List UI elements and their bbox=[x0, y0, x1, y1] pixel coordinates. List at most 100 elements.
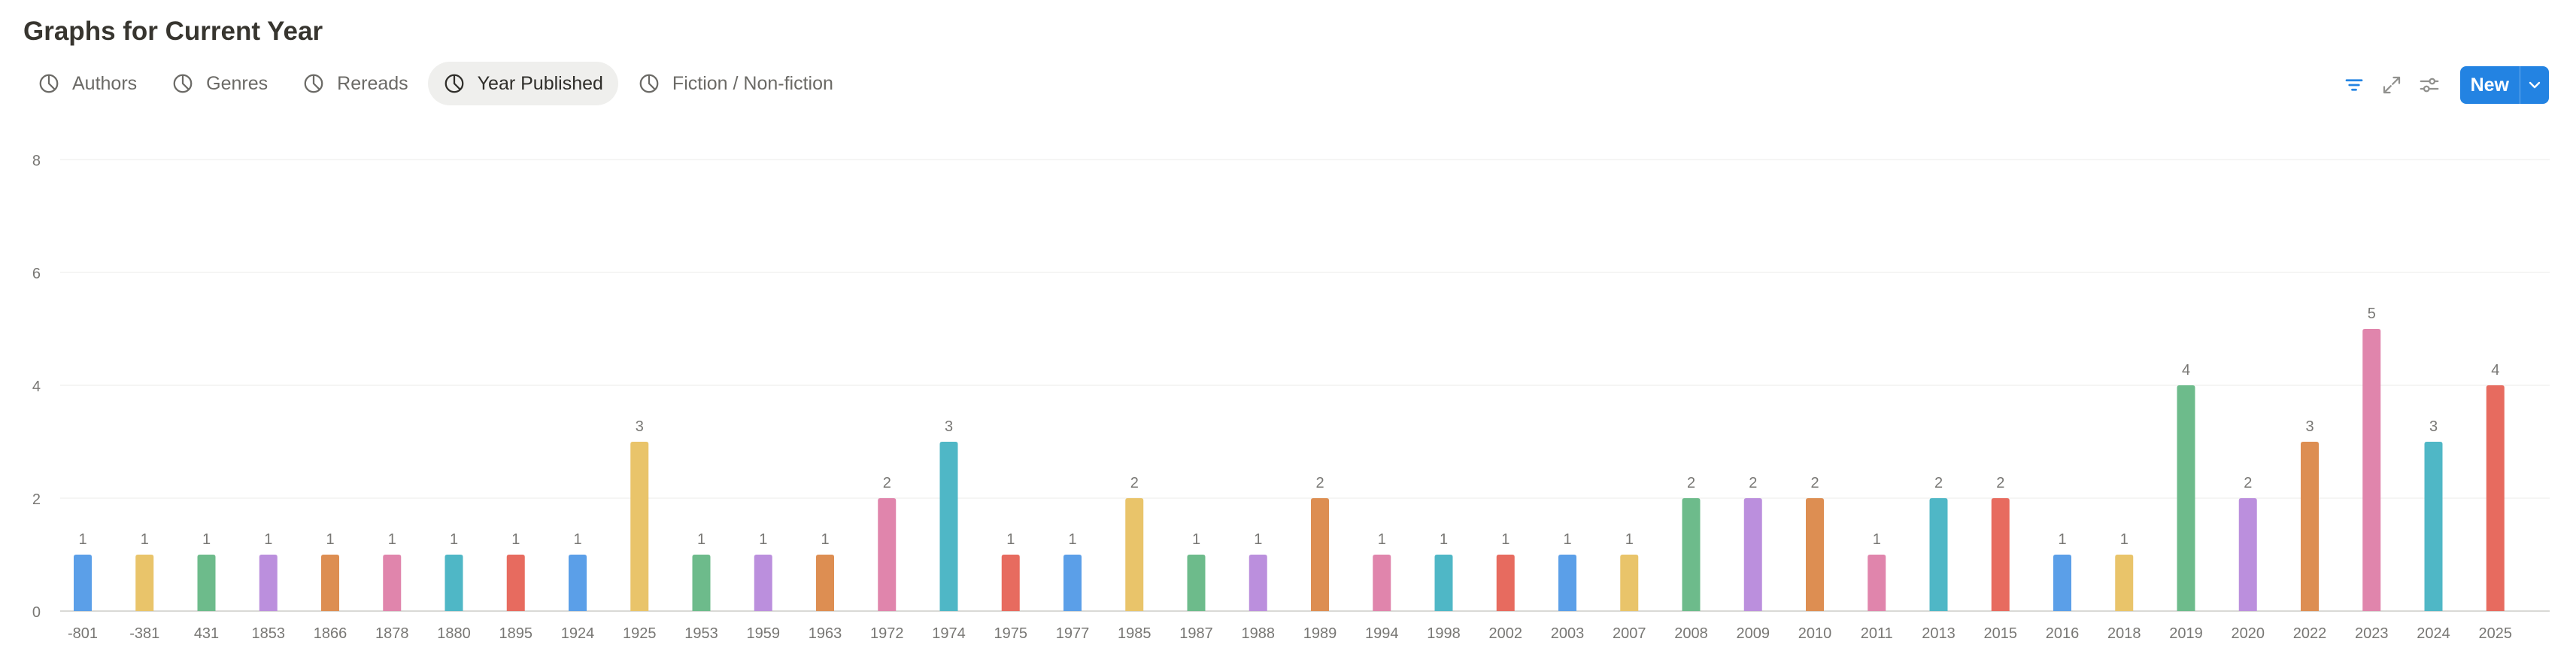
y-tick-label: 2 bbox=[32, 491, 41, 508]
data-label: 3 bbox=[2305, 418, 2314, 435]
x-tick-label: 2011 bbox=[1861, 625, 1893, 642]
bar bbox=[1001, 555, 1020, 611]
data-label: 2 bbox=[1810, 475, 1819, 491]
x-tick-label: 1975 bbox=[994, 625, 1028, 642]
data-label: 1 bbox=[2120, 531, 2128, 548]
bar bbox=[1187, 555, 1206, 611]
data-label: 1 bbox=[78, 531, 86, 548]
tab-label: Rereads bbox=[337, 72, 408, 94]
x-tick-label: 2018 bbox=[2107, 625, 2141, 642]
data-label: 1 bbox=[388, 531, 396, 548]
x-tick-label: 1953 bbox=[684, 625, 718, 642]
x-tick-label: 2015 bbox=[1984, 625, 2018, 642]
bar bbox=[321, 555, 339, 611]
data-label: 1 bbox=[1068, 531, 1076, 548]
x-tick-label: 2019 bbox=[2169, 625, 2203, 642]
x-tick-label: 2024 bbox=[2417, 625, 2450, 642]
bar bbox=[2053, 555, 2071, 611]
new-button[interactable]: New bbox=[2470, 75, 2509, 96]
x-tick-label: 1977 bbox=[1056, 625, 1090, 642]
x-tick-label: 1853 bbox=[252, 625, 286, 642]
page-title: Graphs for Current Year bbox=[23, 17, 323, 46]
bar bbox=[1434, 555, 1453, 611]
data-label: 2 bbox=[1315, 475, 1324, 491]
tab-year-published[interactable]: Year Published bbox=[427, 62, 618, 105]
x-tick-label: 2013 bbox=[1922, 625, 1956, 642]
x-tick-label: 1998 bbox=[1427, 625, 1461, 642]
sliders-icon[interactable] bbox=[2418, 74, 2441, 96]
data-label: 1 bbox=[1378, 531, 1386, 548]
y-tick-label: 0 bbox=[32, 604, 41, 621]
data-label: 2 bbox=[1687, 475, 1695, 491]
x-tick-label: -381 bbox=[129, 625, 159, 642]
bar bbox=[2238, 498, 2257, 611]
data-label: 1 bbox=[1440, 531, 1448, 548]
tab-fiction-non-fiction[interactable]: Fiction / Non-fiction bbox=[623, 62, 848, 105]
x-tick-label: 1987 bbox=[1179, 625, 1213, 642]
x-tick-label: 2003 bbox=[1551, 625, 1585, 642]
data-label: 1 bbox=[1625, 531, 1634, 548]
bar bbox=[2362, 329, 2381, 611]
bar bbox=[445, 555, 463, 611]
bar bbox=[1249, 555, 1267, 611]
x-tick-label: 2007 bbox=[1613, 625, 1646, 642]
data-label: 1 bbox=[697, 531, 705, 548]
x-tick-label: 1974 bbox=[932, 625, 966, 642]
pie-chart-icon bbox=[638, 72, 660, 95]
data-label: 1 bbox=[1254, 531, 1262, 548]
pie-chart-icon bbox=[302, 72, 325, 95]
data-label: 1 bbox=[1563, 531, 1571, 548]
pie-chart-icon bbox=[171, 72, 194, 95]
bar bbox=[816, 555, 834, 611]
bar bbox=[1682, 498, 1701, 611]
bar bbox=[1868, 555, 1886, 611]
data-label: 3 bbox=[2429, 418, 2438, 435]
bar bbox=[383, 555, 402, 611]
bar bbox=[2424, 442, 2443, 611]
expand-icon[interactable] bbox=[2380, 74, 2403, 96]
new-button-group: New bbox=[2459, 66, 2549, 104]
data-label: 5 bbox=[2368, 306, 2376, 322]
bar bbox=[1311, 498, 1329, 611]
bar bbox=[2301, 442, 2319, 611]
bar bbox=[1558, 555, 1576, 611]
x-tick-label: 2002 bbox=[1489, 625, 1523, 642]
bar bbox=[259, 555, 278, 611]
y-tick-label: 4 bbox=[32, 379, 41, 395]
bar bbox=[754, 555, 772, 611]
data-label: 4 bbox=[2182, 362, 2190, 379]
x-tick-label: 1989 bbox=[1303, 625, 1337, 642]
x-tick-label: 431 bbox=[194, 625, 219, 642]
tab-label: Authors bbox=[72, 72, 138, 94]
tab-rereads[interactable]: Rereads bbox=[287, 62, 423, 105]
bar bbox=[197, 555, 216, 611]
bar bbox=[2486, 385, 2505, 611]
bar bbox=[939, 442, 958, 611]
data-label: 3 bbox=[636, 418, 644, 435]
bar bbox=[74, 555, 92, 611]
x-tick-label: 2008 bbox=[1674, 625, 1708, 642]
data-label: 2 bbox=[1749, 475, 1757, 491]
chevron-down-icon[interactable] bbox=[2520, 66, 2549, 104]
data-label: 1 bbox=[1873, 531, 1881, 548]
x-tick-label: 1985 bbox=[1118, 625, 1151, 642]
data-label: 2 bbox=[1934, 475, 1943, 491]
y-tick-label: 6 bbox=[32, 266, 41, 282]
data-label: 1 bbox=[202, 531, 211, 548]
x-tick-label: 2016 bbox=[2046, 625, 2080, 642]
year-published-bar-chart: 024681-8011-3811431118531186611878118801… bbox=[32, 153, 2550, 642]
bar bbox=[506, 555, 525, 611]
tab-authors[interactable]: Authors bbox=[23, 62, 152, 105]
data-label: 2 bbox=[1996, 475, 2004, 491]
view-tabs: Authors Genres Rereads Year Published Fi… bbox=[23, 62, 853, 105]
x-tick-label: 1959 bbox=[747, 625, 781, 642]
data-label: 1 bbox=[141, 531, 149, 548]
view-toolbar: New bbox=[2343, 66, 2549, 104]
bar bbox=[630, 442, 649, 611]
x-tick-label: 2022 bbox=[2293, 625, 2327, 642]
filter-icon[interactable] bbox=[2343, 74, 2365, 96]
x-tick-label: 1925 bbox=[623, 625, 657, 642]
bar bbox=[878, 498, 897, 611]
tab-genres[interactable]: Genres bbox=[156, 62, 283, 105]
bar bbox=[569, 555, 587, 611]
